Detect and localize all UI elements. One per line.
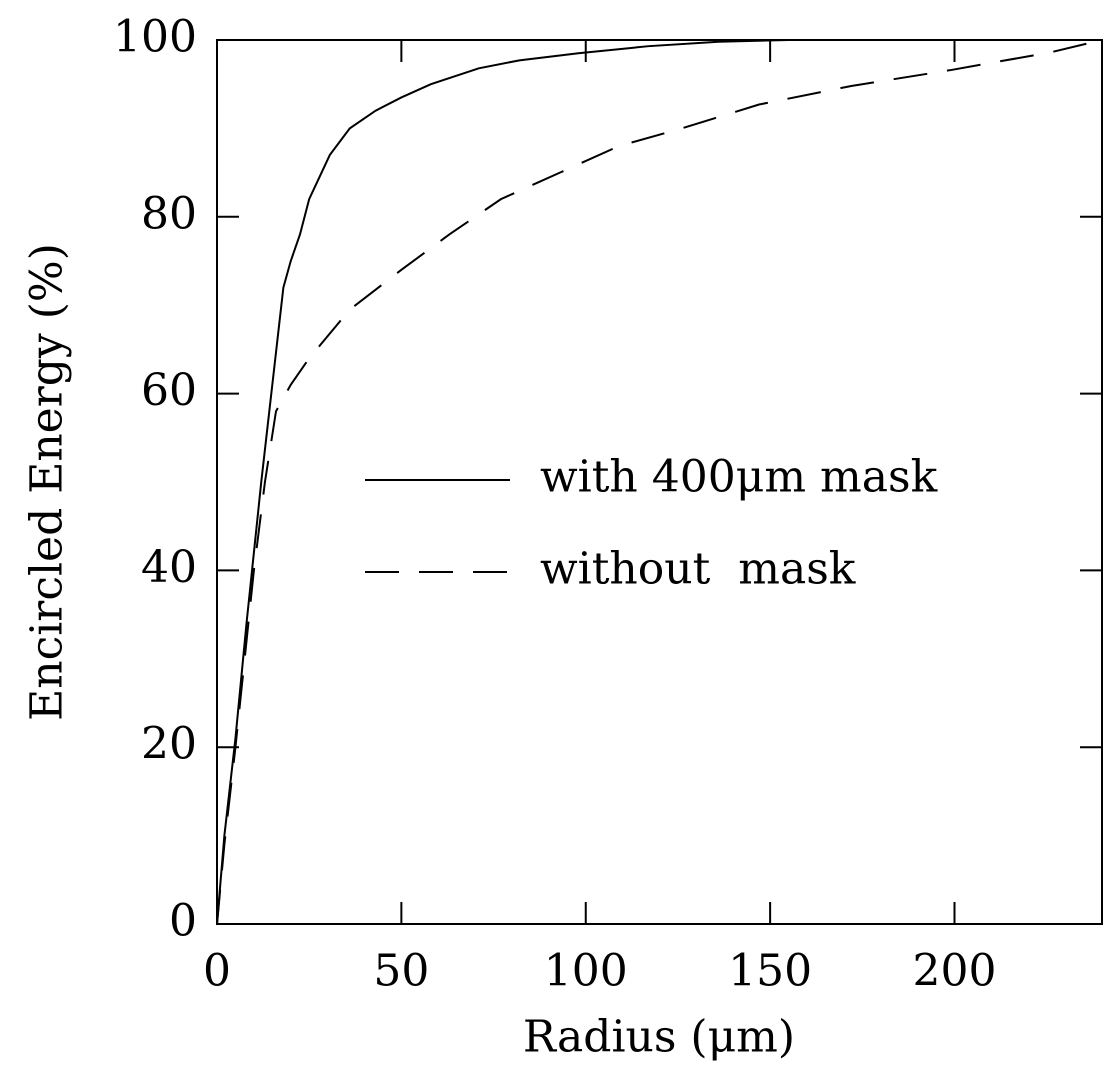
y-tick-label: 20	[141, 719, 197, 770]
y-tick-label: 40	[141, 542, 197, 593]
x-tick-label: 50	[373, 946, 429, 997]
x-tick-label: 200	[913, 946, 997, 997]
x-tick-label: 150	[728, 946, 812, 997]
y-tick-label: 60	[141, 365, 197, 416]
data-line	[216, 39, 1103, 925]
x-axis-label: Radius (μm)	[523, 1012, 795, 1063]
legend-label: with 400μm mask	[540, 452, 938, 503]
x-tick-label: 100	[544, 946, 628, 997]
legend-label: without mask	[540, 544, 856, 595]
y-tick-label: 80	[141, 188, 197, 239]
plot-frame	[216, 39, 1103, 925]
x-tick-label: 0	[203, 946, 231, 997]
y-tick-label: 0	[169, 896, 197, 947]
data-line	[216, 39, 807, 925]
y-axis-label: Encircled Energy (%)	[22, 243, 73, 721]
y-tick-label: 100	[113, 12, 197, 63]
